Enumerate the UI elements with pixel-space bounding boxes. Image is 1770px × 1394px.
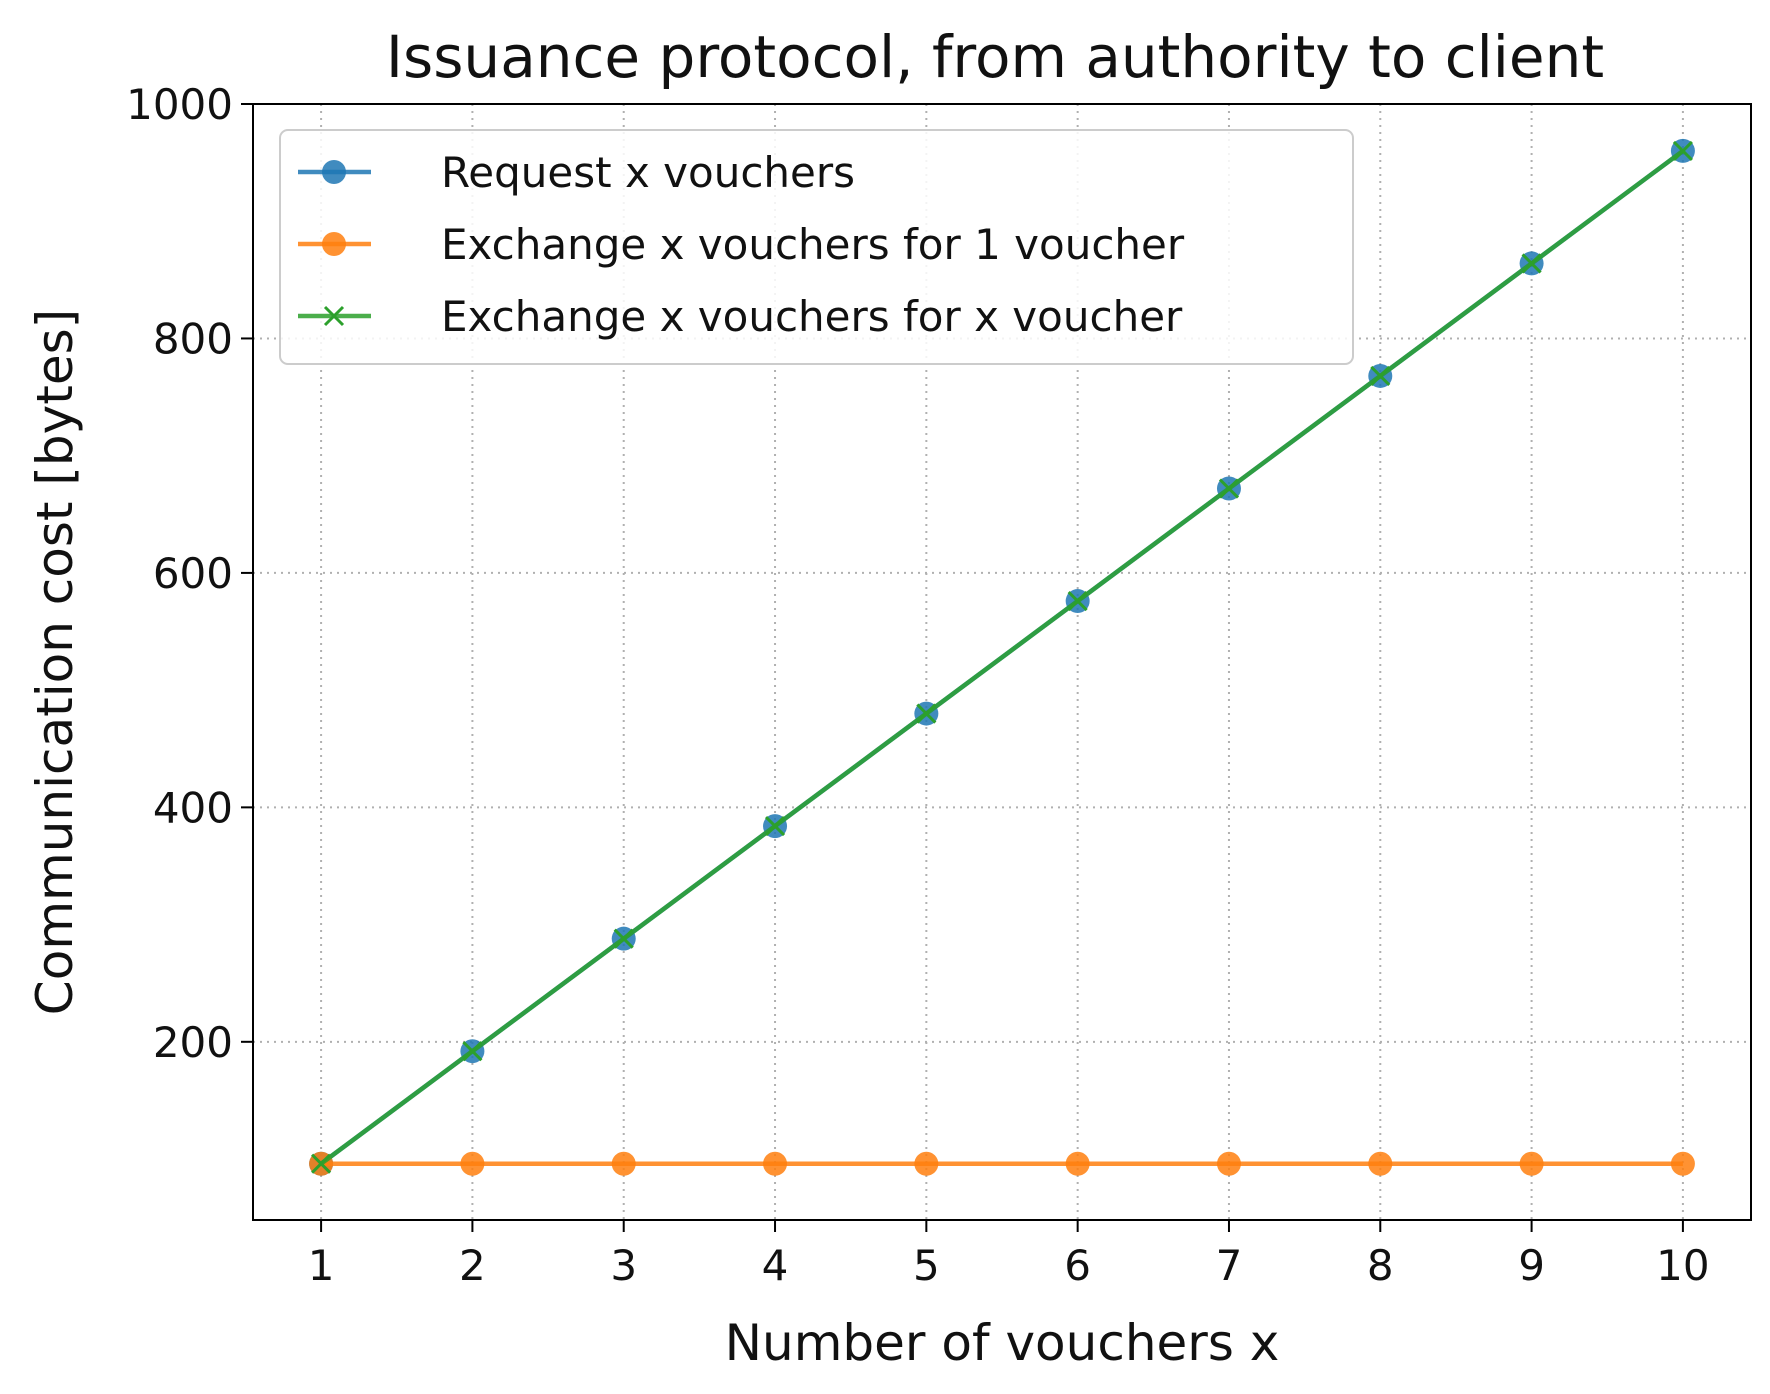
chart-title: Issuance protocol, from authority to cli…	[386, 23, 1604, 91]
y-axis-label: Communication cost [bytes]	[26, 309, 84, 1015]
legend-label: Request x vouchers	[441, 148, 855, 197]
data-point	[1216, 1151, 1241, 1176]
legend-entry-3: Exchange x vouchers for x voucher	[298, 292, 1183, 341]
plot-frame	[252, 103, 1752, 1221]
data-point	[1521, 253, 1542, 274]
series-3	[311, 140, 1693, 1174]
x-tick-label: 7	[1216, 1241, 1243, 1290]
x-tick-label: 6	[1064, 1241, 1091, 1290]
data-point	[1067, 590, 1088, 612]
axis-ticks: 1 2 3 4 5 6 7 8 9 10 200 400 600 800 1000	[126, 80, 1710, 1290]
data-point	[1670, 1151, 1695, 1176]
data-point	[1672, 140, 1693, 161]
x-tick-label: 5	[913, 1241, 940, 1290]
data-point	[311, 1153, 332, 1174]
y-tick-label: 600	[153, 549, 233, 598]
data-point	[1218, 478, 1240, 499]
x-tick-label: 3	[610, 1241, 637, 1290]
legend-marker	[323, 305, 345, 327]
legend-box	[279, 129, 1354, 365]
x-tick-label: 2	[459, 1241, 486, 1290]
y-tick-label: 800	[153, 314, 233, 363]
legend: Request x vouchers Exchange x vouchers fo…	[279, 129, 1354, 365]
series-line	[319, 149, 1685, 1166]
data-point	[1368, 1151, 1393, 1176]
y-tick-label: 400	[153, 783, 233, 832]
y-tick-label: 1000	[126, 80, 233, 129]
series-layer	[309, 138, 1695, 1176]
data-point	[611, 1151, 636, 1176]
legend-label: Exchange x vouchers for x voucher	[441, 292, 1183, 341]
data-point	[763, 1151, 788, 1176]
y-tick-label: 200	[153, 1018, 233, 1067]
x-tick-label: 10	[1656, 1241, 1709, 1290]
legend-label: Exchange x vouchers for 1 voucher	[441, 220, 1185, 269]
x-axis-label: Number of vouchers x	[725, 1314, 1280, 1372]
x-tick-label: 4	[762, 1241, 789, 1290]
data-point	[1065, 1151, 1090, 1176]
data-point	[462, 1041, 483, 1062]
data-point	[613, 928, 634, 949]
x-tick-label: 8	[1367, 1241, 1394, 1290]
legend-entry-2: Exchange x vouchers for 1 voucher	[298, 220, 1185, 269]
data-point	[1370, 365, 1391, 387]
x-tick-label: 9	[1518, 1241, 1545, 1290]
legend-marker	[322, 160, 346, 184]
x-tick-label: 1	[308, 1241, 335, 1290]
data-point	[1519, 1151, 1544, 1176]
legend-entry-1: Request x vouchers	[298, 148, 855, 197]
data-point	[914, 1151, 939, 1176]
data-point	[460, 1151, 485, 1176]
data-point	[916, 703, 937, 724]
legend-marker	[322, 232, 346, 256]
data-point	[764, 816, 786, 837]
